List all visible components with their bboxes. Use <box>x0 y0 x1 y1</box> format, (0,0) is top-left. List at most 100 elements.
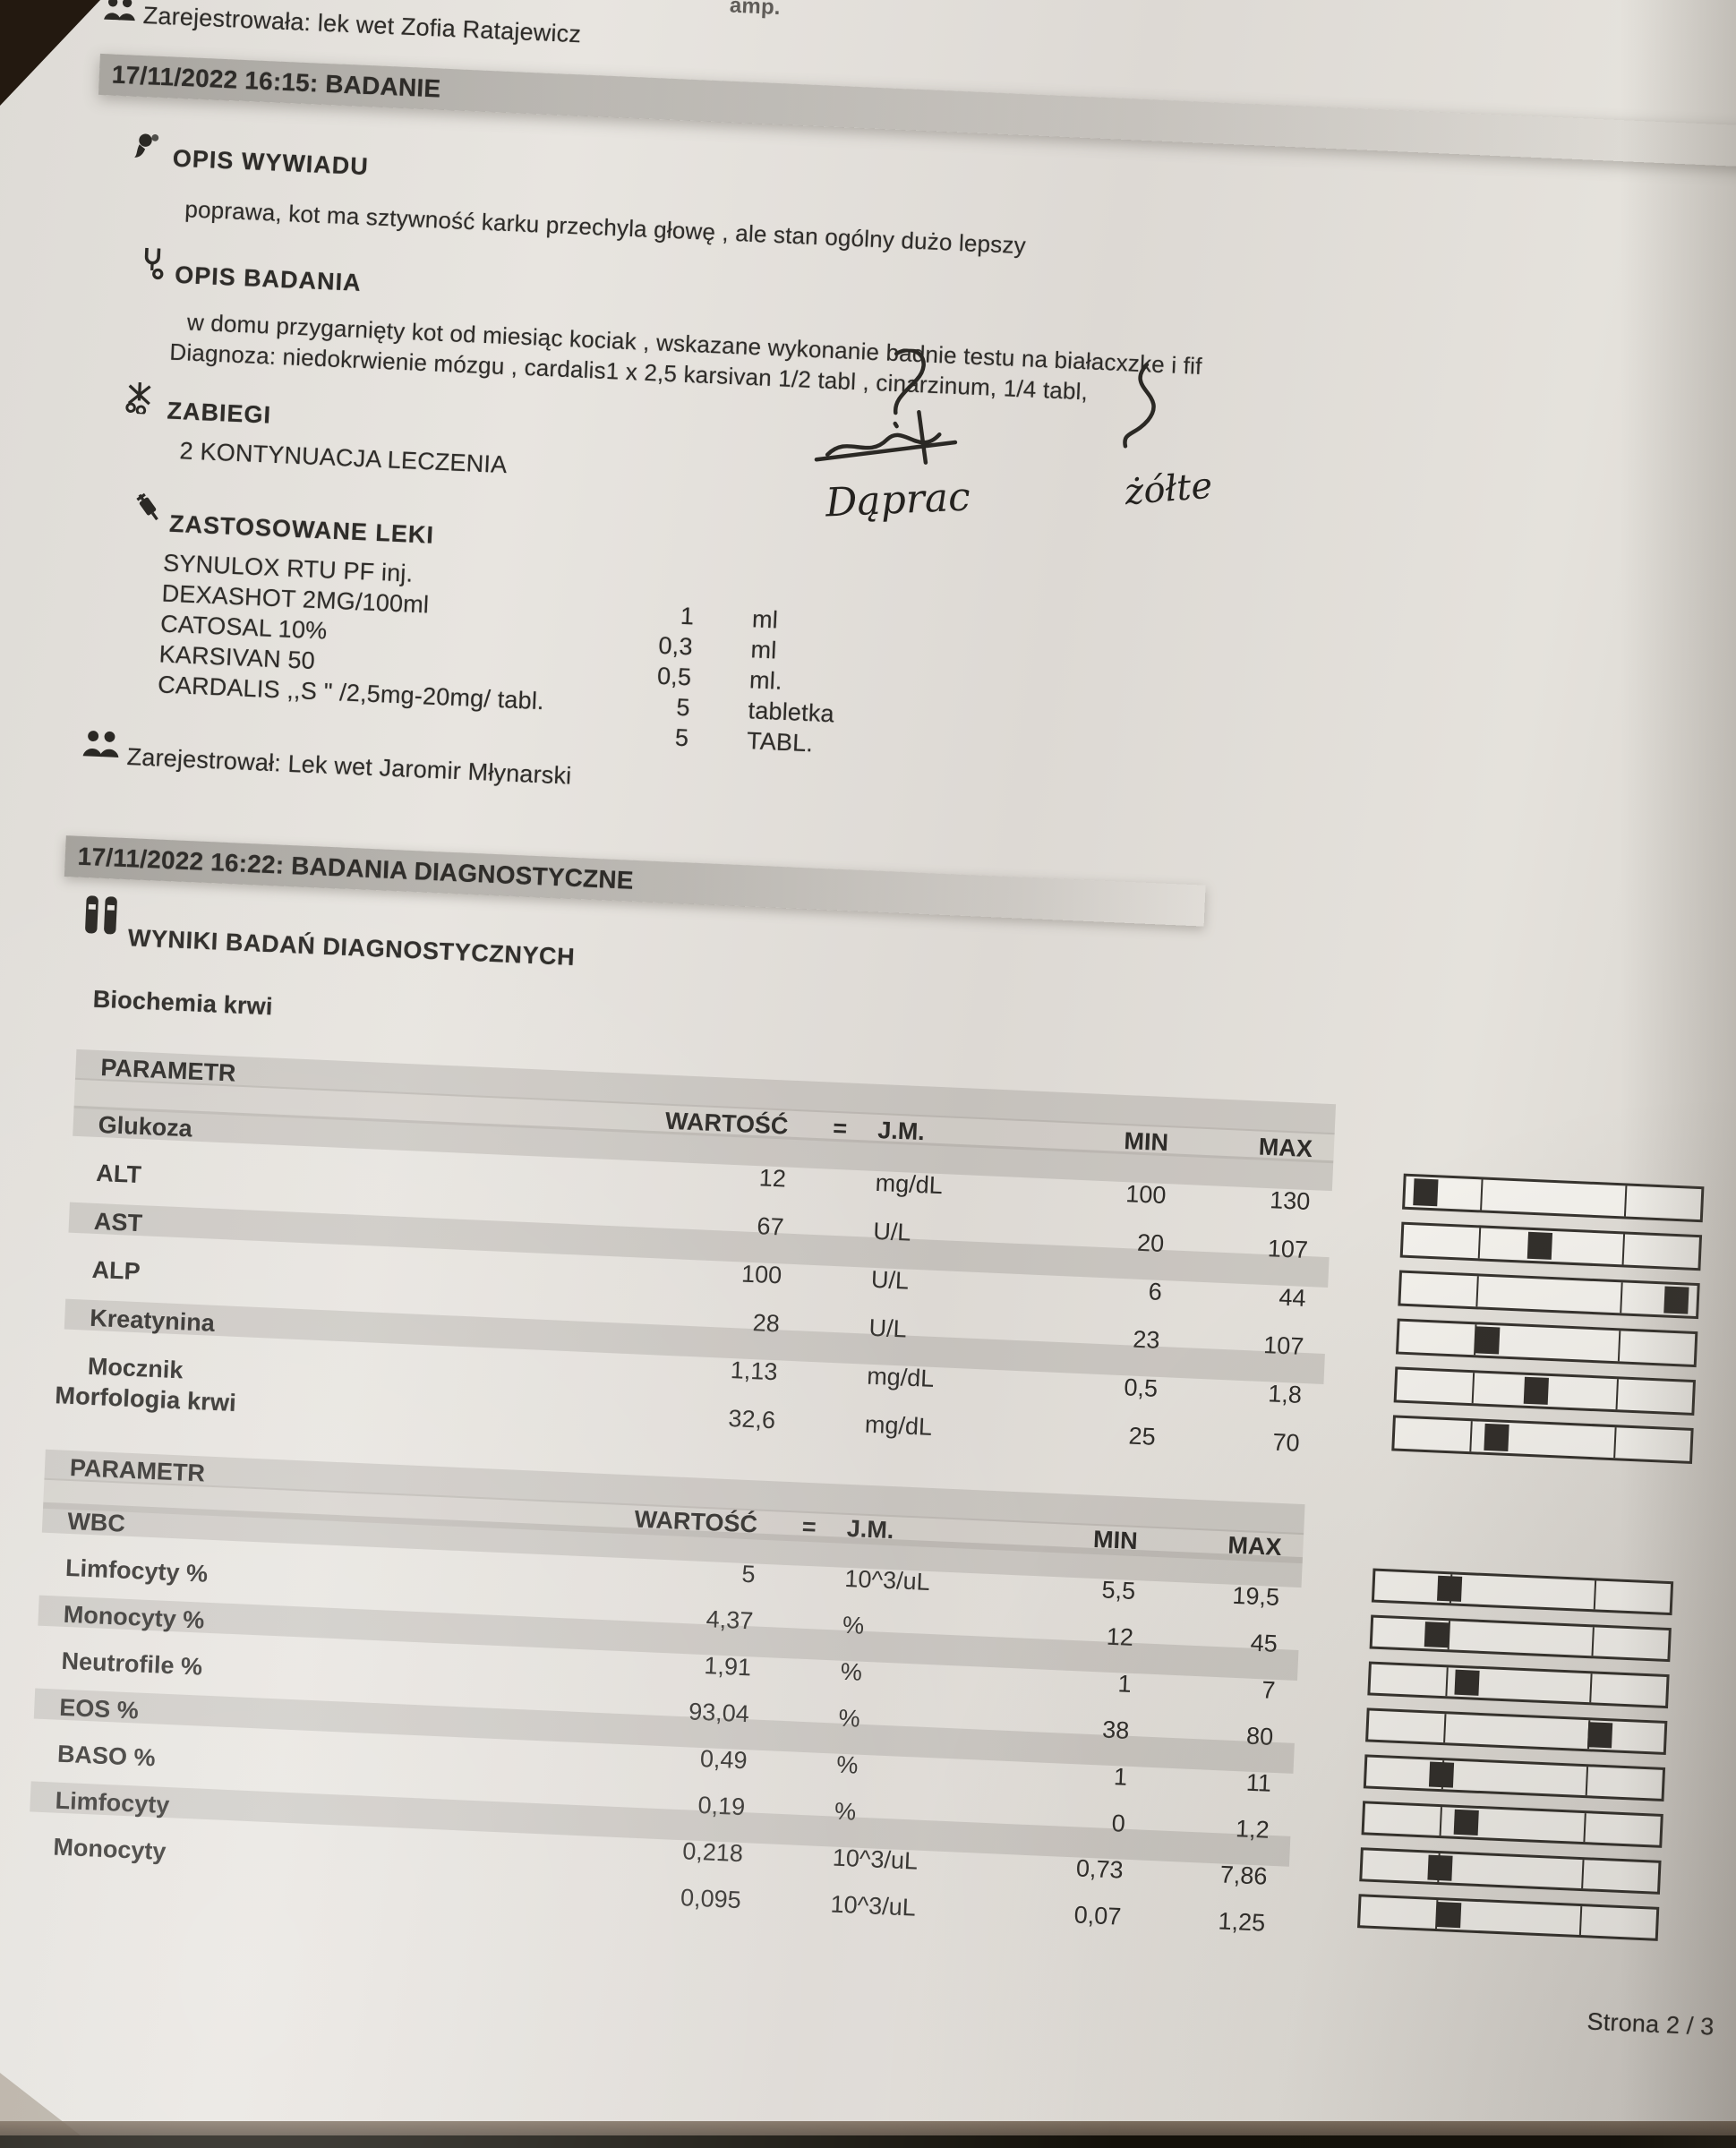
range-divider <box>1445 1667 1449 1697</box>
range-marker <box>1424 1622 1450 1648</box>
visit2-header-band: 17/11/2022 16:22: BADANIA DIAGNOSTYCZNE <box>64 835 1206 927</box>
biochem-subtitle: Biochemia krwi <box>92 985 274 1021</box>
max-cell: 11 <box>1245 1768 1272 1797</box>
range-bar <box>1369 1614 1672 1663</box>
people-icon <box>81 727 124 761</box>
range-marker <box>1453 1809 1479 1836</box>
range-bar <box>1356 1894 1660 1941</box>
range-divider <box>1469 1421 1473 1452</box>
range-divider <box>1615 1379 1619 1410</box>
range-marker <box>1435 1902 1462 1929</box>
range-bar <box>1393 1366 1697 1416</box>
max-cell: 44 <box>1278 1283 1307 1312</box>
param-label: Monocyty <box>52 1833 167 1866</box>
range-divider <box>1578 1906 1583 1936</box>
medication-unit: ml. <box>748 666 783 695</box>
people-icon <box>102 0 139 23</box>
range-divider <box>1477 1228 1482 1259</box>
medications-title: ZASTOSOWANE LEKI <box>168 509 435 549</box>
registered-by-footer: Zarejestrował: Lek wet Jaromir Młynarski <box>126 742 573 790</box>
unit-cell: mg/dL <box>866 1362 935 1392</box>
photo-corner-shadow <box>0 0 100 106</box>
morph-table: PARAMETR WARTOŚĆ = J.M. MIN MAX WBC 5 10^3… <box>30 1449 1698 1946</box>
range-divider <box>1581 1860 1585 1889</box>
range-marker <box>1427 1854 1453 1881</box>
range-marker <box>1524 1376 1550 1405</box>
visit2-title: 17/11/2022 16:22: BADANIA DIAGNOSTYCZNE <box>77 842 635 894</box>
max-cell: 7,86 <box>1219 1861 1269 1890</box>
param-label: ALP <box>91 1255 141 1286</box>
unit-cell: mg/dL <box>875 1168 944 1200</box>
range-divider <box>1443 1714 1447 1743</box>
param-label: BASO % <box>56 1740 157 1772</box>
value-cell: 0,095 <box>680 1884 742 1914</box>
page-number: Strona 2 / 3 <box>1586 2007 1715 2041</box>
speech-icon <box>132 131 165 163</box>
min-cell: 5,5 <box>1100 1576 1136 1605</box>
param-label: Kreatynina <box>89 1304 216 1337</box>
range-bar <box>1365 1707 1668 1756</box>
examination-title: OPIS BADANIA <box>174 261 363 296</box>
range-bar <box>1361 1801 1663 1848</box>
range-divider <box>1439 1807 1442 1836</box>
param-label: WBC <box>66 1507 126 1537</box>
range-bar <box>1402 1173 1705 1223</box>
range-marker <box>1454 1669 1480 1696</box>
medication-unit: tabletka <box>747 697 835 728</box>
param-label: ALT <box>95 1159 142 1189</box>
param-label: EOS % <box>58 1693 140 1724</box>
visit1-title: 17/11/2022 16:15: BADANIE <box>111 60 441 103</box>
range-divider <box>1621 1234 1626 1265</box>
medication-name: KARSIVAN 50 <box>158 640 316 675</box>
unit-cell: U/L <box>870 1265 910 1295</box>
range-divider <box>1613 1427 1617 1459</box>
range-marker <box>1474 1326 1501 1355</box>
photo-edge <box>0 2135 1736 2148</box>
procedures-title: ZABIEGI <box>166 397 272 429</box>
range-divider <box>1475 1276 1479 1307</box>
max-cell: 1,25 <box>1217 1907 1266 1937</box>
medication-unit: ml <box>751 605 779 634</box>
range-bar <box>1399 1221 1703 1271</box>
param-label: AST <box>93 1207 143 1237</box>
photo-edge <box>0 2121 1736 2135</box>
range-marker <box>1587 1722 1613 1749</box>
min-cell: 1 <box>1113 1763 1128 1791</box>
param-label: Monocyty % <box>63 1600 205 1634</box>
param-label: Limfocyty % <box>64 1553 209 1587</box>
procedures-icon <box>124 381 158 415</box>
range-marker <box>1484 1423 1509 1452</box>
param-label: Glukoza <box>98 1110 193 1142</box>
range-divider <box>1471 1373 1475 1404</box>
handwriting-left-note: Dąprac <box>824 474 971 526</box>
range-bar <box>1398 1270 1700 1320</box>
biochem-table: PARAMETR WARTOŚĆ = J.M. MIN MAX Glukoza 1… <box>64 1048 1730 1501</box>
range-bar <box>1391 1415 1694 1464</box>
unit-cell: 10^3/uL <box>843 1564 931 1596</box>
min-cell: 100 <box>1125 1180 1167 1210</box>
value-cell: 32,6 <box>727 1405 776 1434</box>
handwriting-annotations: Dąprac żółte <box>814 347 1214 526</box>
unit-cell: 10^3/uL <box>829 1890 917 1921</box>
min-cell: 0,07 <box>1073 1901 1122 1930</box>
range-marker <box>1527 1231 1553 1260</box>
param-label: Mocznik <box>87 1352 184 1384</box>
min-cell: 6 <box>1148 1278 1163 1305</box>
test-tubes-icon <box>81 894 121 937</box>
min-cell: 0,73 <box>1075 1854 1125 1884</box>
max-cell: 70 <box>1271 1428 1301 1457</box>
results-title: WYNIKI BADAŃ DIAGNOSTYCZNYCH <box>127 924 576 971</box>
range-marker <box>1413 1178 1439 1207</box>
paper-sheet: amp. Zarejestrowała: lek wet Zofia Rataj… <box>5 0 1736 2148</box>
range-divider <box>1620 1282 1623 1314</box>
unit-cell: mg/dL <box>864 1410 933 1441</box>
range-bar <box>1395 1318 1698 1368</box>
unit-cell: 10^3/uL <box>832 1844 919 1875</box>
range-marker <box>1663 1286 1689 1314</box>
max-cell: 19,5 <box>1231 1581 1280 1612</box>
unit-cell: % <box>840 1657 863 1686</box>
range-divider <box>1591 1627 1595 1656</box>
range-bar <box>1367 1661 1670 1709</box>
range-marker <box>1436 1575 1462 1602</box>
range-divider <box>1583 1813 1586 1843</box>
